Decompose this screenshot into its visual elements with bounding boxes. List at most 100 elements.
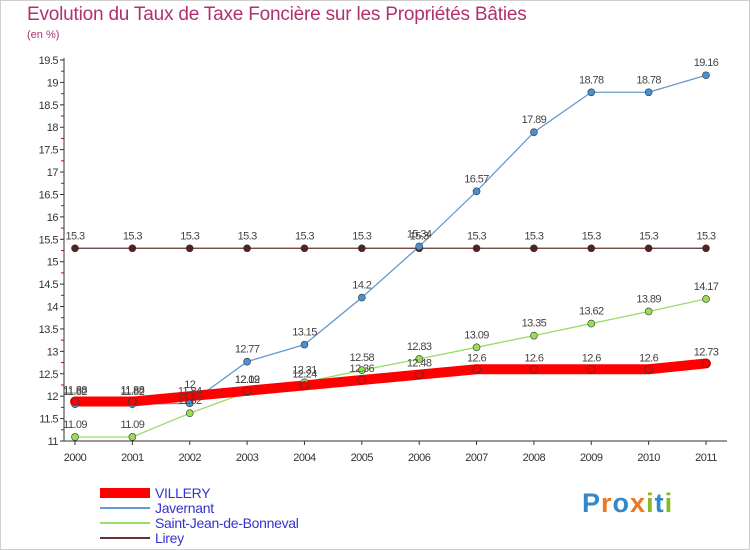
chart-subtitle: (en %): [27, 29, 60, 41]
data-point: [414, 370, 424, 379]
data-label: 15.3: [524, 230, 543, 242]
data-point: [530, 331, 538, 340]
data-label: 15.3: [410, 230, 429, 242]
data-label: 12.48: [407, 358, 432, 370]
y-tick-label: 11.5: [39, 414, 58, 426]
series-points: [70, 71, 711, 441]
data-label: 12.24: [292, 368, 317, 380]
data-label: 12.6: [582, 352, 601, 364]
data-point: [243, 244, 251, 253]
y-tick-label: 14: [47, 302, 59, 314]
y-tick-label: 15.5: [39, 234, 59, 246]
y-tick-label: 16: [47, 212, 59, 224]
legend-item-villery: VILLERY: [100, 485, 299, 500]
data-point: [702, 295, 710, 303]
x-tick-label: 2006: [408, 452, 431, 464]
data-point: [702, 71, 710, 80]
legend-item-saint-jean-de-bonneval: Saint-Jean-de-Bonneval: [100, 515, 299, 530]
logo-letter: o: [612, 488, 631, 518]
legend-item-javernant: Javernant: [100, 500, 299, 515]
data-point: [415, 242, 423, 251]
data-point: [358, 244, 366, 253]
y-tick-label: 18: [47, 122, 59, 134]
x-tick-label: 2002: [178, 452, 201, 464]
data-label: 16.57: [464, 173, 489, 185]
data-label: 15.3: [180, 230, 199, 242]
data-label: 13.09: [464, 329, 489, 341]
legend-label-villery: VILLERY: [155, 484, 211, 501]
data-point: [644, 244, 653, 253]
data-point: [358, 293, 366, 302]
logo-letter: i: [646, 488, 655, 518]
legend-item-lirey: Lirey: [100, 530, 299, 545]
data-point: [185, 391, 195, 401]
data-point: [587, 88, 596, 97]
data-label: 15.3: [467, 230, 486, 242]
data-point: [128, 433, 137, 441]
legend-label-javernant: Javernant: [155, 499, 214, 516]
data-label: 12.77: [235, 344, 260, 356]
data-label: 11.09: [63, 419, 87, 431]
data-label: 11.88: [63, 385, 87, 397]
logo-letter: P: [582, 488, 602, 518]
data-label: 11.82: [63, 386, 87, 398]
data-label: 15.3: [352, 230, 371, 242]
data-point: [644, 88, 653, 97]
data-point: [587, 244, 596, 253]
y-tick-label: 16.5: [39, 189, 59, 201]
data-label: 12.31: [292, 364, 317, 376]
y-tick-label: 18.5: [39, 100, 59, 112]
data-label: 15.3: [582, 230, 601, 242]
data-point: [70, 397, 80, 406]
legend-swatch-saint-jean-de-bonneval: [100, 521, 150, 524]
data-label: 12.73: [694, 346, 719, 358]
data-label: 12.36: [350, 363, 375, 375]
legend-swatch-villery: [100, 487, 150, 498]
y-tick-label: 11: [48, 436, 59, 448]
data-point: [358, 366, 366, 374]
data-label: 11.84: [178, 385, 202, 397]
data-point: [128, 397, 137, 406]
data-point: [644, 307, 653, 316]
legend-swatch-lirey: [100, 536, 150, 539]
x-tick-label: 2005: [351, 452, 374, 464]
data-label: 19.16: [694, 57, 719, 69]
data-label: 12.6: [524, 352, 543, 364]
y-tick-label: 19: [47, 77, 59, 89]
y-tick-label: 12: [47, 391, 59, 403]
data-label: 12: [184, 379, 196, 391]
data-point: [300, 381, 309, 390]
data-point: [185, 409, 194, 418]
data-point: [702, 244, 710, 253]
series-line-villery: [70, 358, 711, 407]
data-point: [644, 364, 653, 374]
logo-letter: r: [601, 488, 613, 518]
data-label: 12.6: [467, 352, 486, 364]
series-lines: [70, 74, 711, 438]
data-label: 15.3: [65, 230, 84, 242]
data-point: [128, 244, 137, 253]
data-label: 12.6: [639, 352, 658, 364]
logo-letter: i: [664, 488, 674, 518]
x-tick-label: 2001: [121, 452, 144, 464]
data-label: 18.78: [579, 74, 604, 86]
data-point: [472, 244, 481, 253]
data-point: [586, 364, 596, 374]
data-label: 13.35: [522, 318, 547, 330]
data-label: 14.17: [694, 281, 719, 293]
data-point: [530, 128, 538, 136]
data-labels: 15.3 15.3 15.3 15.3 15.3 15.3 15.3 15.3 15.3 15.3…: [63, 57, 719, 431]
data-point: [242, 386, 252, 396]
x-tick-label: 2008: [523, 452, 546, 464]
data-label: 13.15: [292, 327, 317, 339]
data-point: [472, 364, 481, 374]
data-label: 15.3: [123, 230, 142, 242]
data-label: 15.3: [639, 230, 658, 242]
data-label: 15.34: [407, 228, 432, 240]
data-label: 12.09: [235, 374, 260, 386]
y-tick-label: 17: [47, 167, 59, 179]
data-point: [357, 375, 367, 385]
series-line-javernant: [74, 74, 707, 405]
data-point: [71, 433, 79, 441]
